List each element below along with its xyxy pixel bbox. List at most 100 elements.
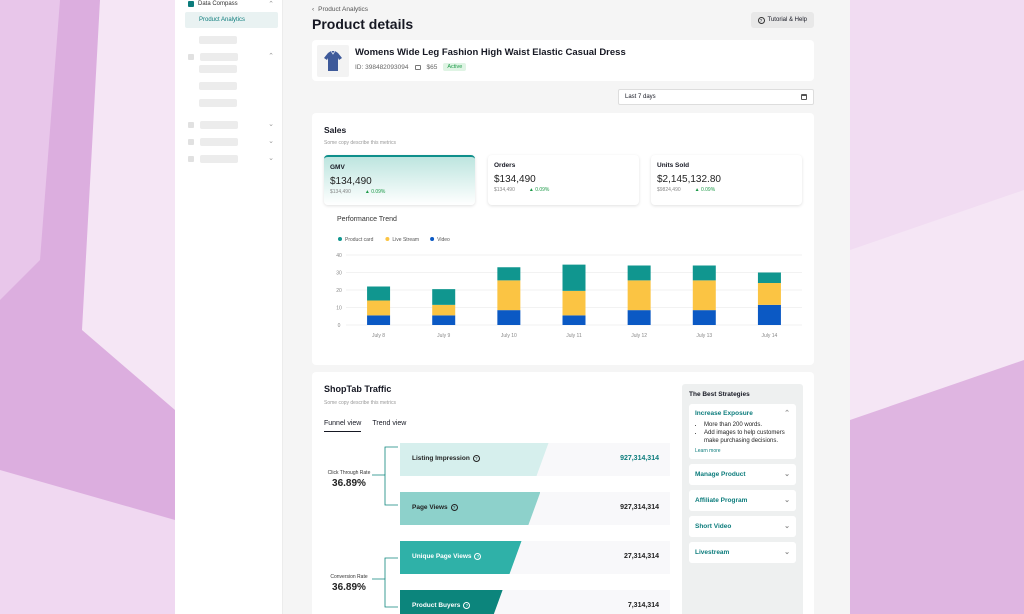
tab-funnel-view[interactable]: Funnel view [324,420,362,432]
bar-segment [367,315,391,325]
chevron-up-icon: ⌃ [784,410,790,417]
funnel-label: Listing Impression? [412,455,480,462]
learn-more-link[interactable]: Learn more [695,448,721,455]
strategy-livestream[interactable]: Livestream ⌄ [689,542,796,564]
question-icon: ? [757,16,765,24]
click-through-rate: Click Through Rate 36.89% [318,470,380,489]
chevron-up-icon: ⌃ [268,0,274,8]
bar-segment [562,264,586,291]
strategy-affiliate-program[interactable]: Affiliate Program ⌄ [689,490,796,512]
product-price: $65 [426,63,438,71]
funnel-connectors [372,446,398,608]
funnel-row[interactable]: Listing Impression? 927,314,314 [400,443,670,476]
sidebar-placeholder [199,99,237,107]
funnel-bar [400,541,522,574]
conv-label: Conversion Rate [330,574,368,580]
strategy-increase-exposure[interactable]: Increase Exposure ⌃ More than 200 words. … [689,404,796,460]
funnel-row[interactable]: Unique Page Views? 27,314,314 [400,541,670,574]
bar-segment [627,310,651,325]
placeholder-icon [188,138,194,145]
metric-card-units-sold[interactable]: Units Sold $2,145,132.80 $9824,490 ▲ 0.09… [651,155,802,205]
funnel-label: Page Views? [412,504,458,511]
sidebar-placeholder [200,154,238,163]
info-icon[interactable]: ? [474,553,482,560]
strategy-manage-product[interactable]: Manage Product ⌄ [689,464,796,486]
strategy-label: Affiliate Program [695,497,748,505]
strategies-panel: The Best Strategies Increase Exposure ⌃ M… [682,384,803,614]
ctr-value: 36.89% [332,478,366,489]
metric-card-gmv[interactable]: GMV $134,490 $134,490 ▲ 0.09% [324,155,475,205]
date-range-select[interactable]: Last 7 days [618,89,814,105]
sidebar-item-collapsed[interactable]: ⌄ [175,116,282,133]
legend-swatch [430,237,435,241]
chevron-down-icon: ⌄ [268,155,274,162]
bar-segment [497,267,521,281]
y-tick-label: 20 [336,288,342,294]
info-icon[interactable]: ? [472,455,480,462]
funnel-label-text: Listing Impression [412,455,470,462]
x-tick-label: July 10 [501,333,517,339]
legend-label: Video [437,237,450,243]
legend-swatch [385,237,390,241]
metric-change: ▲ 0.09% [694,187,716,193]
metric-value: $2,145,132.80 [657,174,721,185]
funnel-value: 27,314,314 [623,553,659,560]
bar-segment [692,310,716,325]
strategies-title: The Best Strategies [689,391,750,398]
tab-trend-view[interactable]: Trend view [372,420,407,427]
metric-label: Orders [494,162,516,169]
product-name: Womens Wide Leg Fashion High Waist Elast… [355,47,626,58]
strategy-bullet: Add images to help customers make purcha… [704,429,790,445]
x-tick-label: July 12 [631,333,647,339]
strategy-bullets: More than 200 words. Add images to help … [695,421,790,445]
bar-segment [432,304,456,316]
strategy-short-video[interactable]: Short Video ⌄ [689,516,796,538]
funnel-label-text: Product Buyers [412,602,461,609]
sidebar-group-data-compass[interactable]: Data Compass ⌃ [175,0,282,11]
info-icon[interactable]: ? [463,602,471,609]
funnel-label-text: Unique Page Views [412,553,472,560]
breadcrumb[interactable]: ‹ Product Analytics [312,6,368,13]
bar-segment [627,265,651,281]
bar-segment [562,315,586,325]
product-image [317,45,349,77]
bar-segment [627,280,651,311]
sidebar-item-product-analytics[interactable]: Product Analytics [185,12,278,28]
copy-icon[interactable] [414,64,421,70]
funnel-value: 927,314,314 [620,455,659,462]
bar-segment [757,283,781,305]
bar-segment [562,290,586,316]
funnel-row[interactable]: Product Buyers? 7,314,314 [400,590,670,614]
legend-swatch [338,237,342,241]
metric-value: $134,490 [330,176,372,187]
sidebar-item-collapsed[interactable]: ⌄ [175,133,282,150]
sidebar-item-collapsed[interactable]: ⌃ [175,48,282,65]
tutorial-help-button[interactable]: ? Tutorial & Help [750,12,814,28]
sales-title: Sales [324,125,347,135]
chevron-down-icon: ⌄ [268,121,274,128]
chevron-down-icon: ⌄ [784,471,790,479]
funnel-bar [400,492,540,525]
traffic-subtitle: Some copy describe this metrics [324,400,396,406]
product-meta: ID: 398482093094 $65 Active [355,63,467,71]
legend-label: Product card [345,237,374,243]
sidebar-placeholder [199,65,237,73]
sidebar-group-label: Data Compass [198,1,238,7]
app-window: Data Compass ⌃ Product Analytics ⌃ ⌄ ⌄ ⌄… [175,0,850,614]
metric-label: GMV [330,164,345,171]
metric-card-orders[interactable]: Orders $134,490 $134,490 ▲ 0.09% [488,155,639,205]
metric-value: $134,490 [494,174,536,185]
traffic-title: ShopTab Traffic [324,384,392,394]
strategy-label: Manage Product [695,471,746,479]
sales-subtitle: Some copy describe this metrics [324,140,396,146]
metric-label: Units Sold [657,162,690,169]
info-icon[interactable]: ? [450,504,458,511]
chevron-down-icon: ⌄ [784,497,790,505]
sidebar-item-collapsed[interactable]: ⌄ [175,150,282,167]
metric-prev: $134,490 [330,189,351,195]
strategy-label: Short Video [695,523,732,531]
funnel-label: Product Buyers? [412,602,471,609]
conversion-rate: Conversion Rate 36.89% [318,574,380,593]
page-title: Product details [312,16,414,32]
funnel-row[interactable]: Page Views? 927,314,314 [400,492,670,525]
